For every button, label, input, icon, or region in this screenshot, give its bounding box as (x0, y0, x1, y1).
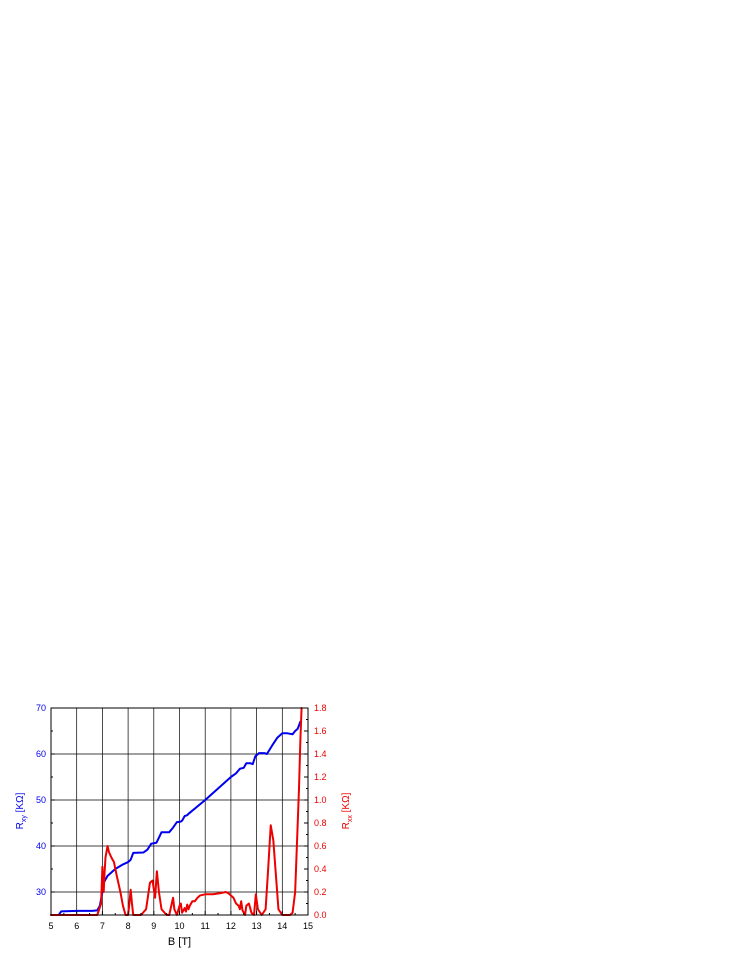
y-left-tick-label: 60 (36, 749, 46, 759)
y-right-tick-label: 1.4 (314, 749, 327, 759)
x-tick-label: 12 (226, 921, 236, 931)
y-right-tick-label: 1.8 (314, 703, 327, 713)
y-left-axis: 30 40 50 60 70 (36, 703, 55, 897)
plot-series (50, 707, 303, 916)
y-right-tick-label: 0.2 (314, 887, 327, 897)
x-tick-label: 14 (277, 921, 287, 931)
x-tick-label: 8 (126, 921, 131, 931)
x-axis-label: B [T] (168, 936, 191, 948)
y-left-tick-label: 50 (36, 795, 46, 805)
y-right-tick-label: 0.6 (314, 841, 327, 851)
x-tick-label: 6 (74, 921, 79, 931)
y-right-axis-label: Rxx [KΩ] (341, 792, 354, 829)
y-right-tick-label: 1.2 (314, 772, 327, 782)
y-right-axis: 0.0 0.2 0.4 0.6 0.8 1.0 1.2 1.4 1.6 1.8 (304, 703, 327, 920)
grid-lines (51, 708, 308, 915)
series-line-rxx (50, 707, 303, 916)
x-tick-label: 15 (303, 921, 313, 931)
y-left-axis-label: Rxy [KΩ] (15, 792, 28, 829)
x-axis: 5 6 7 8 9 10 11 12 13 14 15 (48, 911, 313, 931)
y-left-tick-label: 30 (36, 887, 46, 897)
y-right-tick-label: 0.8 (314, 818, 327, 828)
x-tick-label: 11 (201, 921, 210, 931)
x-tick-label: 9 (151, 921, 156, 931)
y-right-tick-label: 1.6 (314, 726, 327, 736)
x-tick-label: 10 (174, 921, 184, 931)
x-tick-label: 5 (48, 921, 53, 931)
x-tick-label: 13 (252, 921, 262, 931)
y-left-tick-label: 70 (36, 703, 46, 713)
series-line-rxy (50, 720, 302, 916)
y-right-tick-label: 0.4 (314, 864, 327, 874)
y-left-tick-label: 40 (36, 841, 46, 851)
y-right-tick-label: 1.0 (314, 795, 327, 805)
y-right-tick-label: 0.0 (314, 910, 327, 920)
x-tick-label: 7 (100, 921, 105, 931)
